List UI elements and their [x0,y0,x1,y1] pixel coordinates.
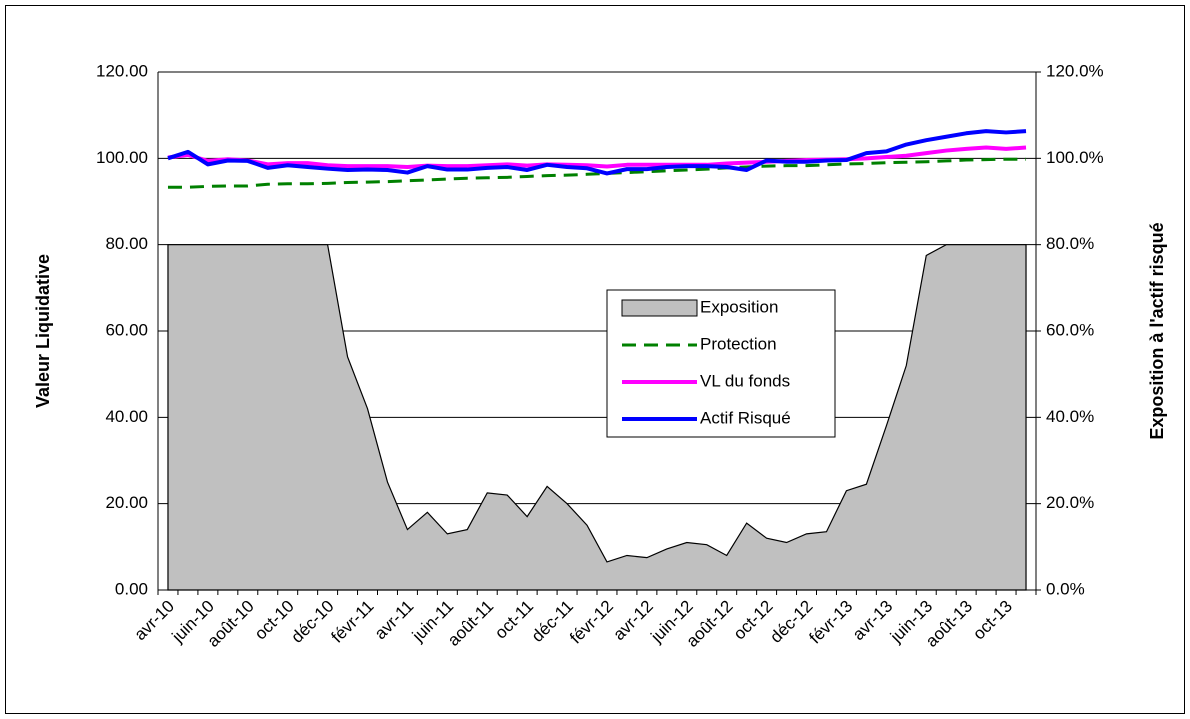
y2-tick-label: 20.0% [1046,493,1094,512]
legend-label: VL du fonds [700,371,790,390]
y2-axis-title: Exposition à l'actif risqué [1147,222,1167,439]
y2-tick-label: 100.0% [1046,148,1104,167]
y-tick-label: 20.00 [105,493,148,512]
y-axis-title: Valeur Liquidative [33,254,53,408]
y2-tick-label: 60.0% [1046,320,1094,339]
y-tick-label: 80.00 [105,234,148,253]
legend-swatch [621,299,698,317]
y2-tick-label: 80.0% [1046,234,1094,253]
exposure-area [167,244,1027,591]
y-tick-label: 120.00 [96,61,148,80]
y-tick-label: 100.00 [96,148,148,167]
series-line [167,157,1027,189]
y2-tick-label: 0.0% [1046,579,1085,598]
y-tick-label: 60.00 [105,320,148,339]
legend-label: Exposition [700,297,778,316]
legend-label: Actif Risqué [700,408,791,427]
y2-tick-label: 120.0% [1046,61,1104,80]
series-line [167,129,1027,176]
legend-label: Protection [700,334,777,353]
series-line [167,145,1027,169]
y2-tick-label: 40.0% [1046,407,1094,426]
y-tick-label: 0.00 [115,579,148,598]
y-tick-label: 40.00 [105,407,148,426]
